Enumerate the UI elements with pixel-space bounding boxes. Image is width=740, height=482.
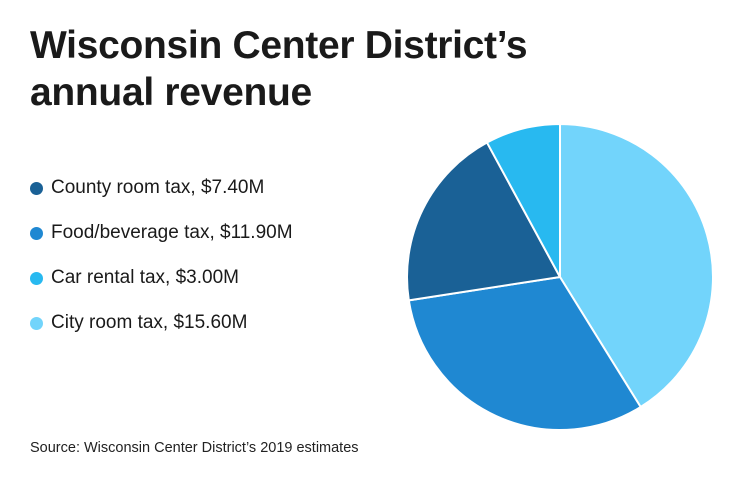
pie-slice-car-rental-tax [486,123,561,278]
legend-label-city-room-tax: City room tax, $15.60M [51,312,248,333]
legend-item-city-room-tax: City room tax, $15.60M [30,311,293,335]
pie-slice-county-room-tax [406,141,561,302]
legend-swatch-food-beverage-tax [30,226,43,240]
legend-swatch-county-room-tax [30,181,43,195]
legend-item-car-rental-tax: Car rental tax, $3.00M [30,266,293,290]
legend-label-county-room-tax: County room tax, $7.40M [51,177,265,198]
chart-title-line-2: annual revenue [30,71,312,114]
legend-swatch-city-room-tax [30,316,43,330]
legend: County room tax, $7.40M Food/beverage ta… [30,176,293,356]
legend-item-county-room-tax: County room tax, $7.40M [30,176,293,200]
legend-label-food-beverage-tax: Food/beverage tax, $11.90M [51,222,293,243]
pie-slice-city-room-tax [559,123,714,408]
legend-label-car-rental-tax: Car rental tax, $3.00M [51,267,239,288]
legend-item-food-beverage-tax: Food/beverage tax, $11.90M [30,221,293,245]
legend-swatch-car-rental-tax [30,271,43,285]
chart-title: Wisconsin Center District’s annual reven… [30,22,590,116]
pie-slice-food-beverage-tax [407,276,642,431]
source-note: Source: Wisconsin Center District’s 2019… [30,440,359,456]
chart-title-line-1: Wisconsin Center District’s [30,24,528,67]
